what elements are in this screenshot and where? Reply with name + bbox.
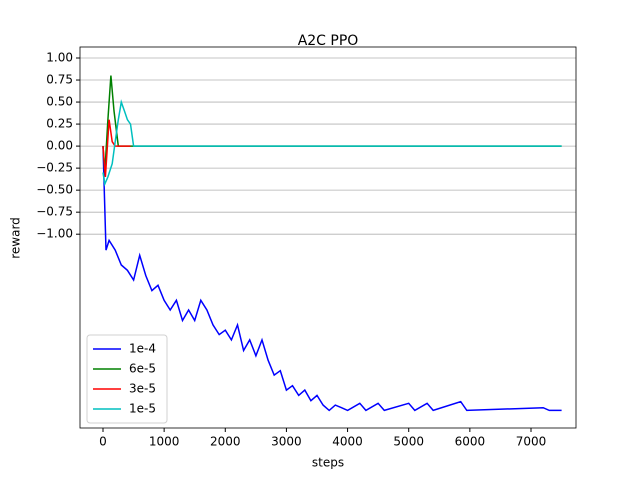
y-tick-label: −1.00 <box>36 227 73 241</box>
y-tick-label: 1.00 <box>46 51 73 65</box>
x-tick-label: 0 <box>99 435 107 449</box>
legend-label: 6e-5 <box>129 362 156 376</box>
x-tick-label: 7000 <box>516 435 547 449</box>
plot-frame <box>79 46 577 429</box>
x-tick-label: 6000 <box>455 435 486 449</box>
y-tick-label: 0.50 <box>46 95 73 109</box>
y-tick-label: 0.00 <box>46 139 73 153</box>
y-tick-label: −0.75 <box>36 205 73 219</box>
y-tick-label: −0.50 <box>36 183 73 197</box>
series-line <box>102 99 562 187</box>
y-tick-label: 0.25 <box>46 117 73 131</box>
x-tick-label: 2000 <box>210 435 241 449</box>
y-tick-label: 0.75 <box>46 73 73 87</box>
legend-box <box>86 334 168 424</box>
x-axis-label: steps <box>312 456 344 470</box>
x-tick-label: 5000 <box>393 435 424 449</box>
series-line <box>102 146 562 412</box>
legend-label: 1e-5 <box>129 402 156 416</box>
x-tick-label: 1000 <box>149 435 180 449</box>
chart-title: A2C PPO <box>298 33 359 49</box>
y-axis-label: reward <box>9 217 23 259</box>
legend-label: 1e-4 <box>129 342 156 356</box>
x-tick-label: 4000 <box>332 435 363 449</box>
x-tick-label: 3000 <box>271 435 302 449</box>
series-line <box>102 119 131 177</box>
legend-label: 3e-5 <box>129 382 156 396</box>
y-tick-label: −0.25 <box>36 161 73 175</box>
